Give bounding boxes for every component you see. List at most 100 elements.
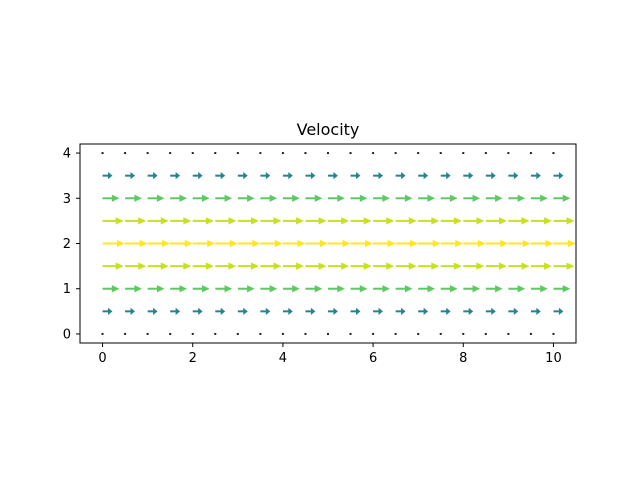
quiver-arrow bbox=[372, 332, 375, 335]
quiver-arrow bbox=[373, 217, 395, 225]
quiver-arrow bbox=[170, 172, 181, 180]
quiver-arrow bbox=[462, 152, 465, 155]
quiver-arrow bbox=[484, 332, 487, 335]
y-tick-label: 2 bbox=[63, 237, 71, 252]
quiver-arrow bbox=[260, 307, 271, 315]
quiver-arrow bbox=[395, 285, 413, 293]
quiver-arrow bbox=[530, 262, 553, 270]
quiver-arrow bbox=[553, 194, 571, 202]
x-tick-label: 8 bbox=[459, 351, 467, 366]
quiver-arrow bbox=[102, 307, 113, 315]
quiver-arrow bbox=[192, 239, 216, 248]
quiver-arrow bbox=[282, 239, 306, 248]
quiver-arrow bbox=[147, 239, 171, 248]
quiver-arrow bbox=[349, 332, 352, 335]
y-tick-label: 0 bbox=[63, 327, 71, 342]
quiver-arrow bbox=[170, 262, 192, 270]
quiver-arrow bbox=[350, 194, 368, 202]
quiver-arrow bbox=[328, 262, 350, 270]
quiver-arrow bbox=[124, 332, 127, 335]
quiver-arrow bbox=[350, 217, 372, 225]
quiver-arrow bbox=[191, 152, 194, 155]
quiver-arrow bbox=[395, 262, 417, 270]
quiver-arrow bbox=[395, 194, 413, 202]
quiver-arrow bbox=[508, 194, 526, 202]
quiver-arrow bbox=[553, 262, 575, 270]
quiver-arrow bbox=[440, 285, 458, 293]
quiver-arrow bbox=[328, 172, 338, 180]
quiver-arrow bbox=[215, 262, 237, 270]
quiver-arrow bbox=[125, 239, 148, 248]
quiver-arrow bbox=[395, 172, 406, 180]
quiver-arrow bbox=[529, 152, 532, 155]
quiver-arrow bbox=[282, 307, 293, 315]
quiver-arrow bbox=[440, 239, 464, 248]
quiver-arrow bbox=[305, 285, 323, 293]
quiver-arrow bbox=[508, 239, 531, 248]
quiver-arrow bbox=[394, 152, 397, 155]
quiver-arrow bbox=[147, 285, 165, 293]
quiver-arrow bbox=[530, 285, 548, 293]
quiver-arrow bbox=[215, 217, 237, 225]
quiver-arrow bbox=[440, 307, 451, 315]
quiver-arrow bbox=[417, 152, 420, 155]
quiver-arrow bbox=[350, 285, 368, 293]
quiver-arrow bbox=[373, 262, 395, 270]
quiver-arrow bbox=[259, 152, 262, 155]
quiver-arrow bbox=[395, 217, 417, 225]
quiver-arrow bbox=[463, 194, 481, 202]
quiver-arrow bbox=[125, 194, 142, 202]
x-tick-label: 0 bbox=[98, 351, 106, 366]
quiver-arrow bbox=[439, 152, 442, 155]
chart-title: Velocity bbox=[297, 120, 360, 139]
quiver-arrow bbox=[508, 172, 519, 180]
quiver-arrow bbox=[485, 172, 496, 180]
quiver-arrow bbox=[418, 307, 429, 315]
quiver-arrow bbox=[373, 239, 396, 248]
quiver-arrow bbox=[102, 172, 113, 180]
quiver-arrow bbox=[440, 172, 451, 180]
quiver-arrow bbox=[124, 152, 127, 155]
quiver-arrow bbox=[530, 194, 548, 202]
quiver-arrow bbox=[237, 217, 259, 225]
quiver-arrow bbox=[418, 194, 436, 202]
quiver-arrow bbox=[260, 262, 282, 270]
quiver-arrow bbox=[553, 239, 576, 248]
quiver-arrow bbox=[553, 217, 575, 225]
quiver-arrow bbox=[553, 285, 571, 293]
quiver-arrow bbox=[146, 152, 149, 155]
quiver-arrow bbox=[102, 262, 124, 270]
quiver-arrow bbox=[485, 285, 503, 293]
quiver-arrow bbox=[281, 152, 284, 155]
y-axis: 0 1 2 3 4 bbox=[63, 147, 80, 342]
quiver-arrow bbox=[125, 285, 142, 293]
quiver-arrow bbox=[192, 262, 214, 270]
quiver-arrow bbox=[236, 332, 239, 335]
quiver-arrow bbox=[192, 172, 203, 180]
y-tick-label: 3 bbox=[63, 192, 71, 207]
quiver-arrow bbox=[305, 172, 316, 180]
quiver-arrow bbox=[215, 194, 233, 202]
quiver-arrow bbox=[373, 285, 390, 293]
quiver-arrow bbox=[102, 217, 124, 225]
quiver-arrow bbox=[214, 332, 217, 335]
quiver-arrow bbox=[102, 239, 126, 248]
quiver-arrow bbox=[508, 217, 530, 225]
quiver-arrow bbox=[462, 332, 465, 335]
x-tick-label: 10 bbox=[545, 351, 562, 366]
quiver-arrow bbox=[170, 285, 188, 293]
quiver-arrow bbox=[236, 152, 239, 155]
x-tick-label: 2 bbox=[189, 351, 197, 366]
quiver-arrow bbox=[327, 332, 329, 335]
quiver-arrow bbox=[125, 217, 147, 225]
quiver-arrow bbox=[439, 332, 442, 335]
quiver-arrow bbox=[440, 262, 462, 270]
quiver-arrow bbox=[192, 307, 203, 315]
quiver-arrow bbox=[259, 332, 262, 335]
quiver-arrow bbox=[147, 307, 158, 315]
quiver-arrow bbox=[463, 239, 486, 248]
quiver-arrow bbox=[328, 307, 338, 315]
arrow-field bbox=[101, 152, 576, 335]
y-tick-label: 1 bbox=[63, 282, 71, 297]
